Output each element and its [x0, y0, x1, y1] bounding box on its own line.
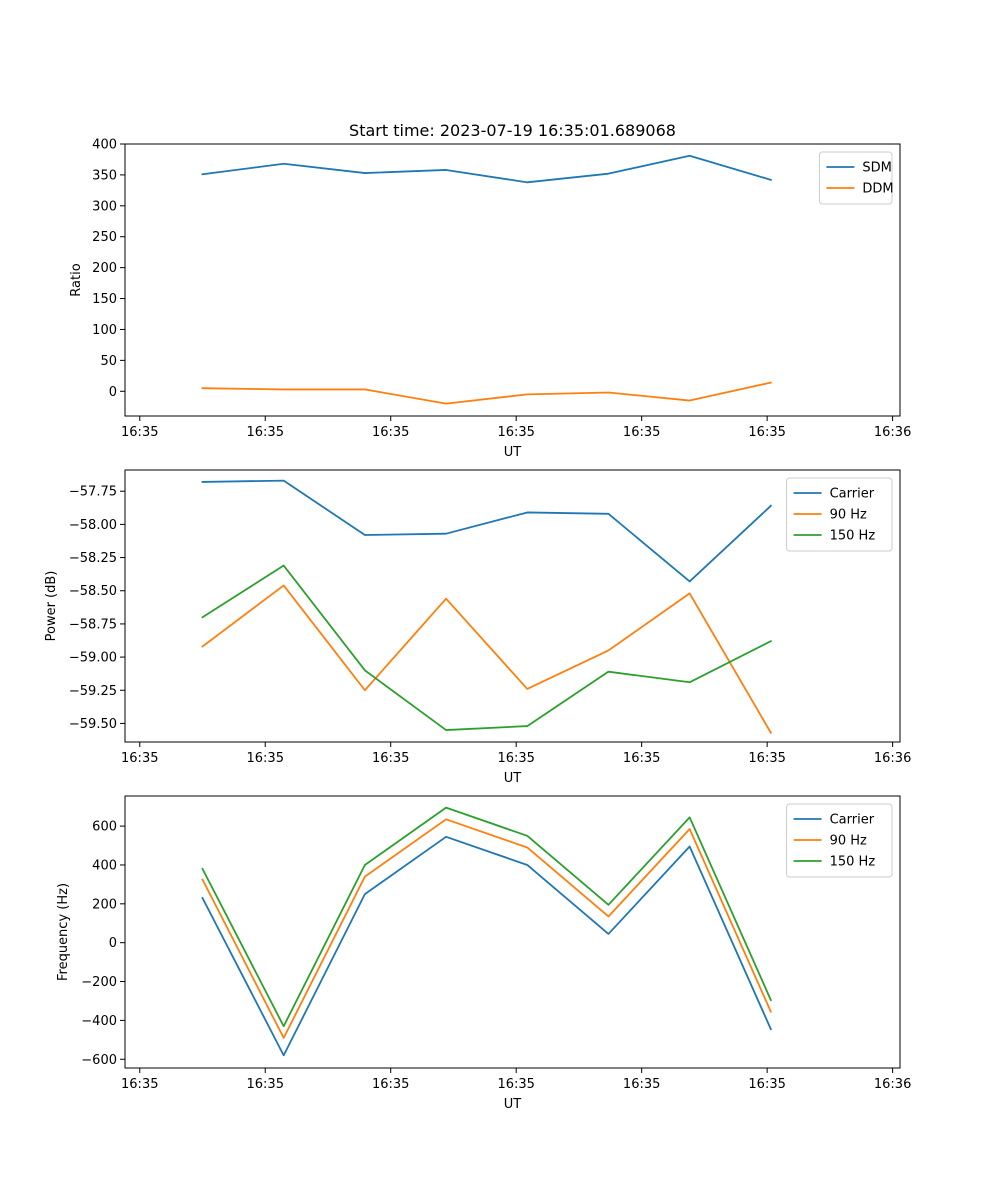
- ratio-legend-label-sdm: SDM: [862, 161, 891, 176]
- frequency-legend-label-150-hz: 150 Hz: [830, 855, 876, 870]
- ratio-x-tick-label: 16:35: [623, 425, 660, 440]
- power-y-tick-label: −58.75: [69, 617, 117, 632]
- power-x-tick-label: 16:35: [623, 751, 660, 766]
- frequency-y-tick-label: 0: [109, 936, 117, 951]
- ratio-y-tick-label: 100: [92, 323, 117, 338]
- power-legend-label-90-hz: 90 Hz: [830, 508, 867, 523]
- frequency-y-tick-label: 200: [92, 897, 117, 912]
- power-y-tick-label: −59.25: [69, 684, 117, 699]
- ratio-x-tick-label: 16:35: [497, 425, 534, 440]
- frequency-panel: Frequency (Hz) UT 16:35 16:35 16:35 16:35 16…: [56, 795, 911, 1112]
- frequency-y-tick-label: −600: [81, 1053, 117, 1068]
- ratio-x-tick-label: 16:35: [748, 425, 785, 440]
- power-legend: [786, 477, 893, 552]
- power-x-tick-label: 16:35: [372, 751, 409, 766]
- frequency-panel-xlabel: UT: [504, 1097, 522, 1112]
- frequency-y-tick-label: 400: [92, 858, 117, 873]
- power-panel-xlabel: UT: [504, 771, 522, 786]
- power-y-tick-label: −58.00: [69, 518, 117, 533]
- frequency-y-tick-label: −400: [81, 1014, 117, 1029]
- frequency-panel-ylabel: Frequency (Hz): [56, 883, 71, 981]
- ratio-x-tick-label: 16:35: [121, 425, 158, 440]
- ratio-y-tick-label: 200: [92, 261, 117, 276]
- power-series-90-hz-line: [201, 584, 773, 734]
- power-x-tick-label: 16:35: [748, 751, 785, 766]
- ratio-panel-xlabel: UT: [504, 445, 522, 460]
- frequency-series-carrier-line: [201, 835, 773, 1057]
- power-x-tick-label: 16:35: [247, 751, 284, 766]
- power-y-tick-label: −59.00: [69, 651, 117, 666]
- frequency-legend-label-carrier: Carrier: [830, 813, 875, 828]
- frequency-x-tick-label: 16:35: [372, 1077, 409, 1092]
- power-y-tick-label: −57.75: [69, 485, 117, 500]
- power-series-150-hz-line: [201, 564, 773, 731]
- power-series-carrier-line: [201, 479, 773, 583]
- power-x-tick-label: 16:35: [121, 751, 158, 766]
- frequency-x-tick-label: 16:36: [874, 1077, 911, 1092]
- ratio-y-tick-label: 0: [109, 385, 117, 400]
- ratio-panel-ylabel: Ratio: [69, 263, 84, 296]
- figure-title: Start time: 2023-07-19 16:35:01.689068: [349, 121, 676, 140]
- frequency-y-tick-label: 600: [92, 820, 117, 835]
- ratio-panel-axes-frame: [124, 143, 901, 417]
- frequency-y-tick-label: −200: [81, 975, 117, 990]
- ratio-y-tick-label: 250: [92, 230, 117, 245]
- ratio-x-tick-label: 16:35: [372, 425, 409, 440]
- power-legend-label-carrier: Carrier: [830, 487, 875, 502]
- ratio-x-tick-label: 16:35: [247, 425, 284, 440]
- power-y-tick-label: −58.25: [69, 551, 117, 566]
- frequency-panel-axes-frame: [124, 795, 901, 1069]
- power-x-tick-label: 16:36: [874, 751, 911, 766]
- ratio-x-tick-label: 16:36: [874, 425, 911, 440]
- power-y-tick-label: −59.50: [69, 717, 117, 732]
- frequency-legend: [786, 803, 893, 878]
- frequency-series-90-hz-line: [201, 818, 773, 1039]
- frequency-x-tick-label: 16:35: [121, 1077, 158, 1092]
- frequency-x-tick-label: 16:35: [748, 1077, 785, 1092]
- frequency-legend-label-90-hz: 90 Hz: [830, 834, 867, 849]
- ratio-series-ddm-line: [201, 381, 772, 405]
- ratio-y-tick-label: 400: [92, 138, 117, 153]
- ratio-panel: Ratio UT 16:35 16:35 16:35 16:35 16:35 16:35 1…: [69, 138, 911, 461]
- ratio-series-sdm-line: [201, 154, 772, 184]
- power-x-tick-label: 16:35: [497, 751, 534, 766]
- frequency-x-tick-label: 16:35: [497, 1077, 534, 1092]
- ratio-y-tick-label: 150: [92, 292, 117, 307]
- ratio-y-tick-label: 300: [92, 199, 117, 214]
- ratio-y-tick-label: 350: [92, 168, 117, 183]
- ratio-legend: [818, 151, 893, 205]
- frequency-series-150-hz-line: [201, 806, 773, 1028]
- power-panel: Power (dB) UT 16:35 16:35 16:35 16:35 16:35 1…: [44, 469, 911, 786]
- frequency-x-tick-label: 16:35: [247, 1077, 284, 1092]
- ratio-legend-label-ddm: DDM: [862, 182, 893, 197]
- power-panel-axes-frame: [124, 469, 901, 743]
- ratio-y-tick-label: 50: [100, 354, 117, 369]
- power-y-tick-label: −58.50: [69, 584, 117, 599]
- frequency-x-tick-label: 16:35: [623, 1077, 660, 1092]
- power-legend-label-150-hz: 150 Hz: [830, 529, 876, 544]
- power-panel-ylabel: Power (dB): [44, 571, 59, 642]
